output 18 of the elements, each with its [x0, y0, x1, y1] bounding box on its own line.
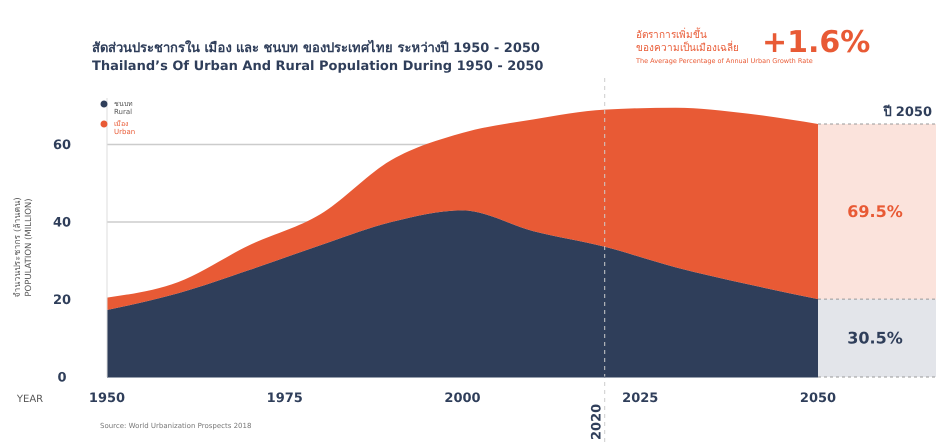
chart-title: สัดส่วนประชากรใน เมือง และ ชนบท ของประเทศไทย ระหว่างปี 1950 - 2050	[92, 39, 540, 56]
y-tick-label: 20	[52, 293, 72, 308]
y-tick-label: 0	[57, 370, 67, 386]
ref-line-label: 2020	[590, 404, 605, 440]
text: อัตราการเพิ่มขึ้น ของความเป็นเมืองเฉลี่ย	[636, 27, 739, 54]
x-axis-title: YEAR	[16, 394, 44, 405]
text: ปี 2050	[882, 104, 932, 120]
y-tick-label: 40	[52, 216, 72, 231]
x-tick-label: 2025	[622, 391, 658, 406]
text: 30.5%	[847, 328, 903, 348]
x-tick-label: 2000	[444, 391, 481, 406]
x-tick-label: 1975	[266, 391, 303, 406]
chart-subtitle: Thailand’s Of Urban And Rural Population During 1950 - 2050	[92, 59, 544, 74]
text: 69.5%	[847, 202, 903, 222]
y-tick-label: 60	[52, 138, 72, 154]
x-tick-label: 2050	[800, 391, 836, 406]
x-tick-label: 1950	[88, 391, 126, 406]
y-axis-title: จำนวนประชากร (ล้านคน) POPULATION (MILLION)	[12, 197, 34, 298]
